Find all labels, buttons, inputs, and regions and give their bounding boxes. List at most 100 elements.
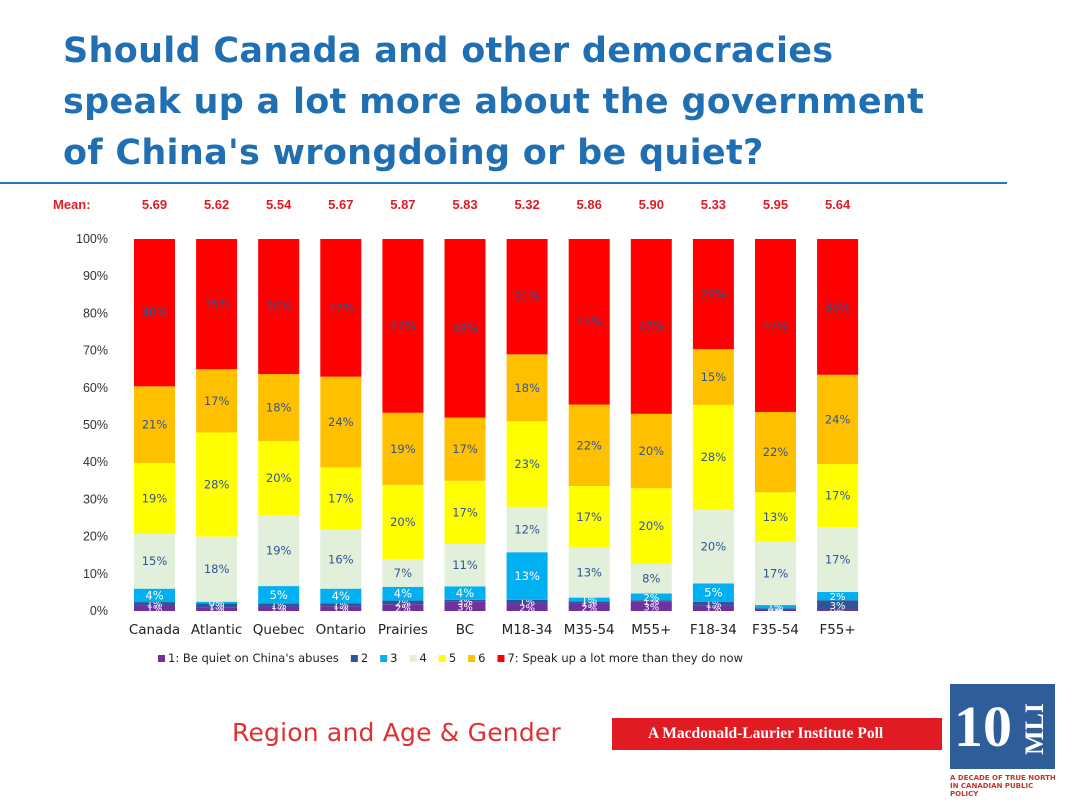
data-label: 22% <box>576 438 602 452</box>
bar-segment-6 <box>382 412 424 485</box>
bar-segment-2 <box>755 608 796 610</box>
mean-label: Mean: <box>53 197 91 212</box>
bar-segment-7 <box>382 239 424 413</box>
data-label: 1% <box>581 598 597 609</box>
data-label: 1% <box>271 605 287 616</box>
legend-label-4: 4 <box>419 651 426 665</box>
data-label: 1% <box>147 600 163 611</box>
bar-segment-5 <box>755 492 796 542</box>
data-label: 4% <box>456 586 474 600</box>
bar-segment-2 <box>817 600 859 610</box>
bar-segment-1 <box>444 601 486 611</box>
bar-segment-2 <box>320 603 362 607</box>
data-label: 15% <box>701 370 727 384</box>
x-category-label: Quebec <box>253 622 305 638</box>
mean-value: 5.54 <box>266 197 292 212</box>
bar-segment-5 <box>817 464 859 528</box>
bar-segment-3 <box>444 586 486 600</box>
x-category-label: Canada <box>129 622 180 638</box>
bar-segment-1 <box>196 607 238 611</box>
bar-segment-4 <box>817 527 859 593</box>
data-label: 13% <box>576 566 602 580</box>
data-label: 13% <box>514 569 540 583</box>
title-divider <box>0 182 1007 184</box>
bar-segment-5 <box>320 467 362 530</box>
data-label: 45% <box>576 315 602 329</box>
bar-segment-7 <box>630 239 672 414</box>
legend-swatch-5 <box>438 655 446 662</box>
y-tick-label: 90% <box>83 269 108 283</box>
bar-segment-2 <box>568 601 610 604</box>
bar-segment-1 <box>320 606 362 611</box>
data-label: 37% <box>328 301 354 315</box>
bar-segment-7 <box>258 239 300 375</box>
mli-logo: 10 MLI A DECADE OF TRUE NORTH IN CANADIA… <box>950 684 1060 802</box>
bar-segment-4 <box>506 506 548 553</box>
data-label: 19% <box>390 442 416 456</box>
data-label: 47% <box>763 318 789 332</box>
x-category-label: F35-54 <box>752 622 799 638</box>
mean-value: 5.33 <box>701 197 726 212</box>
bar-segment-3 <box>134 588 175 603</box>
legend-label-3: 3 <box>390 651 397 665</box>
bar-segment-7 <box>755 239 796 412</box>
data-label: 1% <box>581 595 597 606</box>
bar-segment-2 <box>134 602 175 606</box>
data-label: 1% <box>705 604 721 615</box>
data-label: 2% <box>519 603 535 614</box>
bar-segment-3 <box>692 583 734 602</box>
x-category-label: Prairies <box>378 622 428 638</box>
data-label: 20% <box>639 519 665 533</box>
bar-segment-4 <box>258 515 300 587</box>
legend-label-2: 2 <box>361 651 368 665</box>
bar-segment-2 <box>382 600 424 605</box>
bar-segment-6 <box>134 386 175 463</box>
data-label: 2% <box>581 603 597 614</box>
bar-segment-3 <box>568 597 610 602</box>
bar-segment-5 <box>630 488 672 564</box>
data-label: 0% <box>768 606 784 617</box>
mean-value: 5.95 <box>763 197 788 212</box>
data-label: 17% <box>204 394 230 408</box>
legend-swatch-4 <box>409 655 417 662</box>
bar-segment-6 <box>692 349 734 405</box>
bar-segment-1 <box>630 601 672 611</box>
data-label: 18% <box>514 381 540 395</box>
data-label: 21% <box>142 418 168 432</box>
logo-box: 10 MLI <box>950 684 1055 769</box>
data-label: 17% <box>328 492 354 506</box>
bar-segment-1 <box>755 609 796 611</box>
data-label: 4% <box>332 589 350 603</box>
bar-segment-7 <box>568 239 610 405</box>
mean-value: 5.32 <box>514 197 539 212</box>
data-label: 5% <box>270 588 288 602</box>
bar-segment-5 <box>692 404 734 510</box>
data-label: 20% <box>266 471 292 485</box>
bar-segment-6 <box>196 369 238 433</box>
data-label: 0% <box>830 606 846 617</box>
logo-side-text: MLI <box>1020 703 1049 755</box>
slide-title: Should Canada and other democracies spea… <box>63 31 925 173</box>
data-label: 4% <box>145 588 163 602</box>
data-label: 1% <box>705 600 721 611</box>
y-tick-label: 80% <box>83 306 108 320</box>
bar-segment-6 <box>258 374 300 441</box>
y-tick-label: 50% <box>83 418 108 432</box>
bar-segment-6 <box>817 374 859 465</box>
logo-tagline: A DECADE OF TRUE NORTH IN CANADIAN PUBLI… <box>950 774 1056 798</box>
bar-segment-5 <box>134 462 175 534</box>
bar-segment-3 <box>817 592 859 601</box>
bar-segment-4 <box>568 547 610 598</box>
data-label: 13% <box>763 510 789 524</box>
data-label: 17% <box>576 510 602 524</box>
data-label: 11% <box>452 558 478 572</box>
legend-label-5: 5 <box>449 651 456 665</box>
data-label: 17% <box>825 553 851 567</box>
bar-segment-7 <box>134 239 175 387</box>
data-label: 1% <box>147 604 163 615</box>
data-label: 18% <box>204 562 230 576</box>
data-label: 2% <box>395 604 411 615</box>
mean-value: 5.62 <box>204 197 229 212</box>
bar-segment-7 <box>196 239 238 370</box>
bar-segment-1 <box>506 603 548 611</box>
